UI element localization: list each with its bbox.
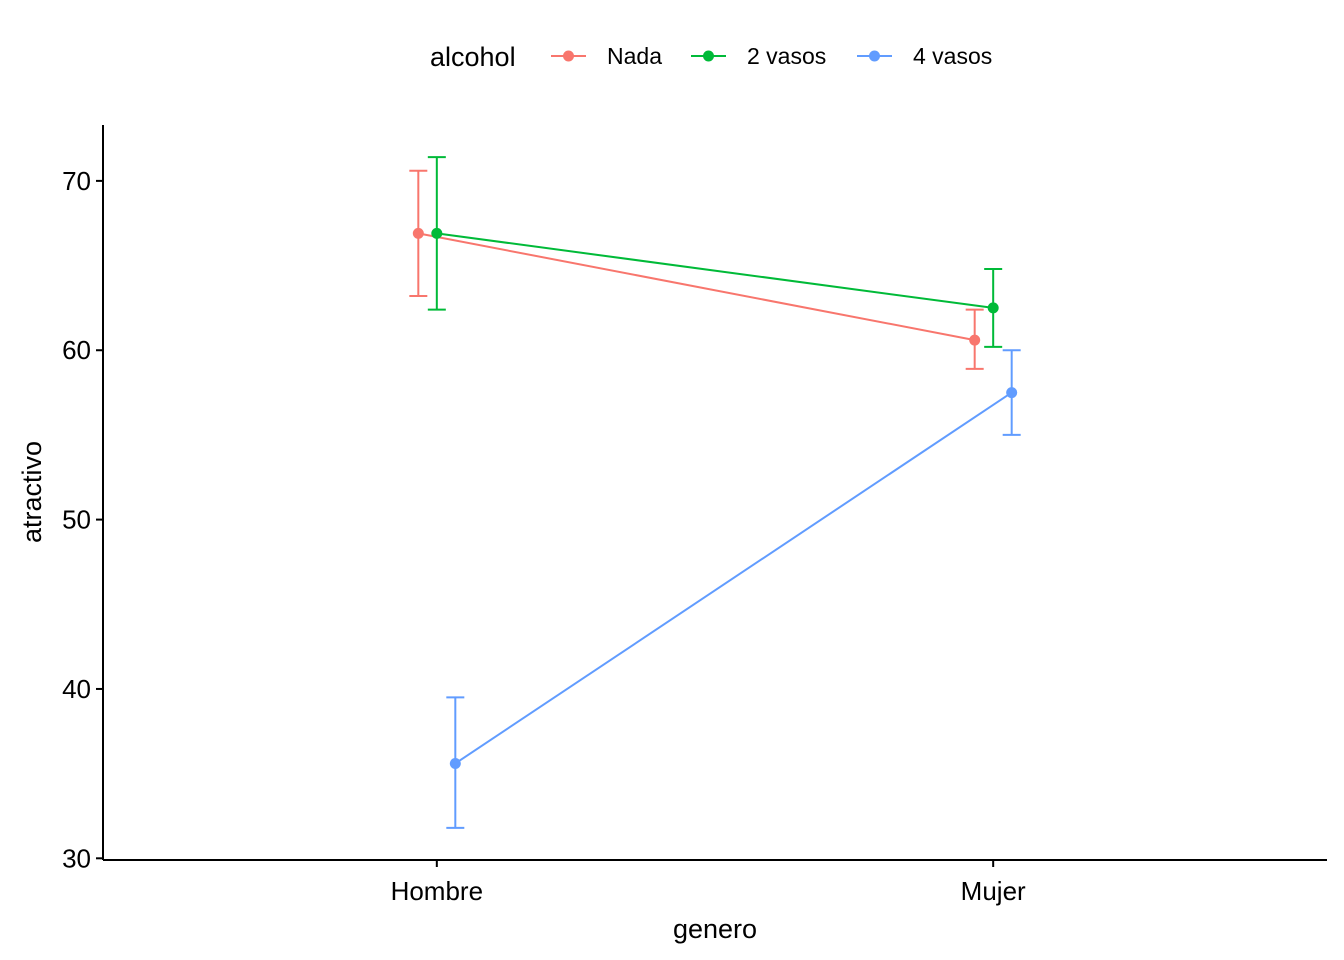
y-tick-label: 70 — [62, 166, 91, 196]
legend-label: 2 vasos — [747, 43, 826, 69]
y-ticks: 30 40 50 60 70 — [62, 166, 103, 873]
legend-label: Nada — [607, 43, 662, 69]
plot-area — [409, 156, 1021, 829]
data-point — [431, 227, 443, 239]
y-axis-title: atractivo — [17, 441, 47, 543]
x-ticks: Hombre Mujer — [391, 860, 1026, 906]
y-tick-label: 50 — [62, 505, 91, 535]
y-tick-label: 60 — [62, 335, 91, 365]
x-tick-label: Mujer — [961, 876, 1026, 906]
legend-title: alcohol — [430, 42, 516, 72]
y-tick-label: 40 — [62, 674, 91, 704]
series-line — [454, 391, 1013, 765]
data-point — [987, 302, 999, 314]
x-axis-title: genero — [673, 914, 757, 944]
legend-items: Nada 2 vasos 4 vasos — [551, 43, 992, 69]
data-point — [1006, 387, 1018, 399]
axes: 30 40 50 60 70 Hombre Mujer genero atractivo — [17, 125, 1327, 944]
series-nada — [409, 169, 984, 370]
series-line — [436, 232, 994, 309]
x-tick-label: Hombre — [391, 876, 483, 906]
legend-key-point — [869, 50, 880, 62]
legend-key-point — [703, 50, 714, 62]
data-point — [449, 757, 461, 769]
series-2-vasos — [427, 156, 1003, 348]
y-tick-label: 30 — [62, 843, 91, 873]
legend-item: Nada — [551, 43, 662, 69]
legend-item: 4 vasos — [857, 43, 992, 69]
series-line — [418, 232, 975, 342]
legend-key-point — [563, 50, 574, 62]
legend-label: 4 vasos — [913, 43, 992, 69]
data-point — [412, 227, 424, 239]
legend-item: 2 vasos — [691, 43, 826, 69]
data-point — [969, 334, 981, 346]
series-4-vasos — [446, 349, 1021, 829]
legend: alcohol Nada 2 vasos 4 vasos — [430, 42, 992, 72]
